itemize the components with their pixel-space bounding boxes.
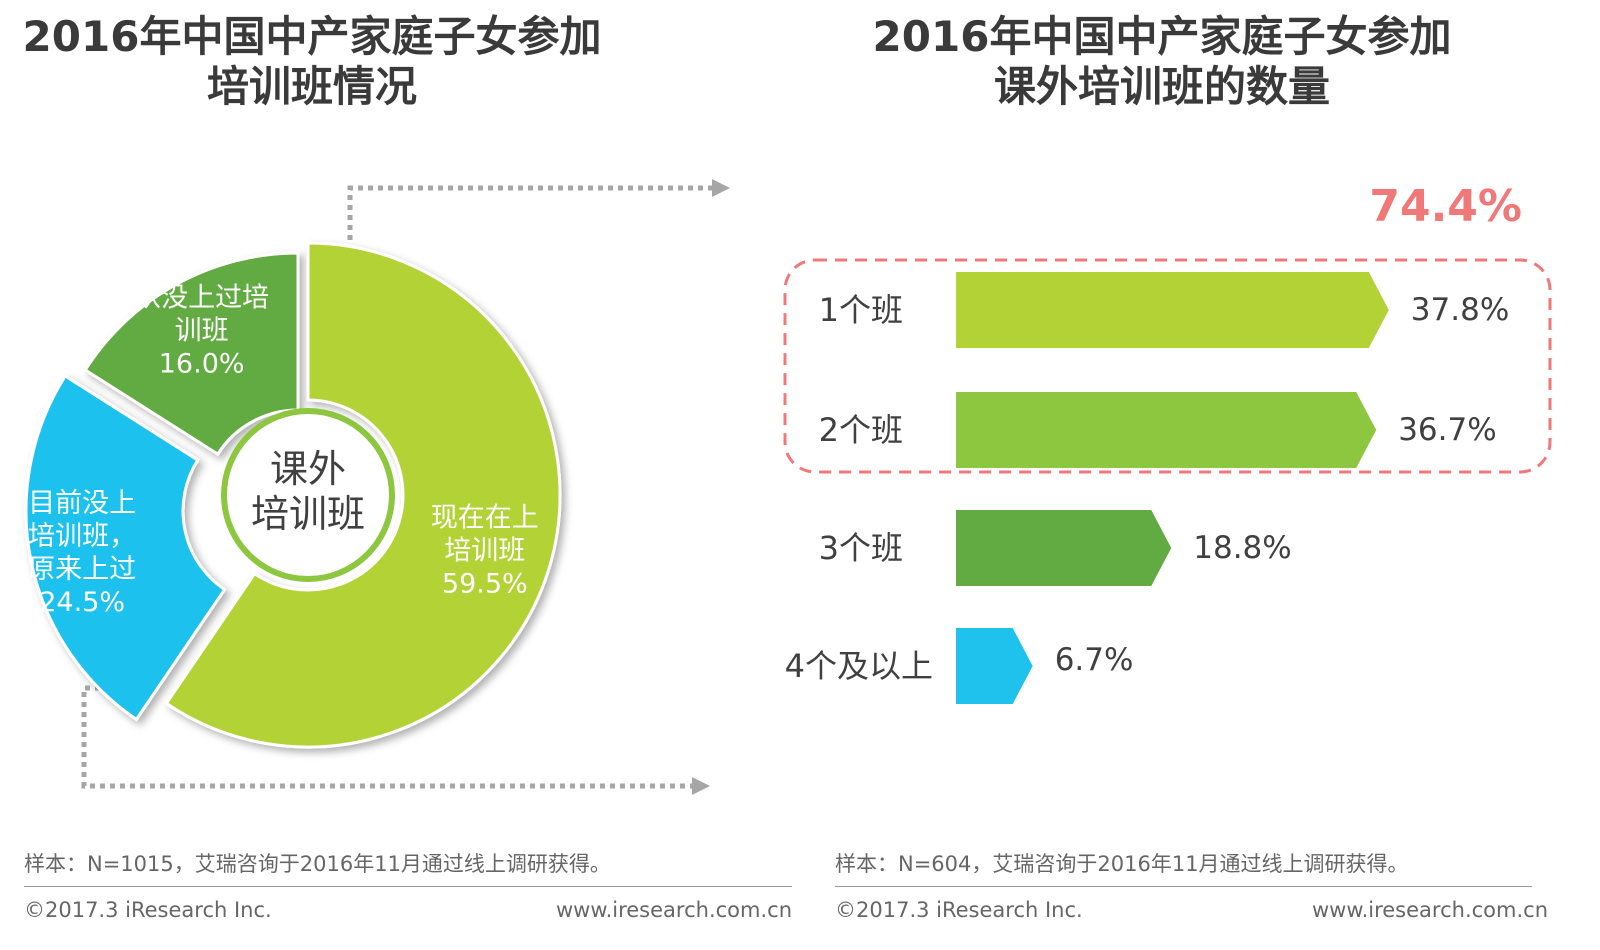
- slice-category-label-1: 培训班，: [28, 521, 136, 552]
- right-footer-divider: [835, 886, 1532, 887]
- donut-slice-2: [83, 251, 300, 457]
- donut-slice-0: [164, 241, 562, 749]
- slice-category-label-1: 原来上过: [28, 554, 136, 585]
- right-sample-note: 样本：N=604，艾瑞咨询于2016年11月通过线上调研获得。: [835, 852, 1409, 876]
- bar-category-label-0: 1个班: [819, 291, 903, 329]
- donut-slice-1: [24, 373, 227, 722]
- left-website: www.iresearch.com.cn: [555, 898, 792, 922]
- bar-value-label-0: 37.8%: [1411, 292, 1509, 328]
- left-chart-title: 2016年中国中产家庭子女参加 培训班情况: [0, 12, 662, 112]
- left-title-line1: 2016年中国中产家庭子女参加: [22, 12, 602, 61]
- right-chart-title: 2016年中国中产家庭子女参加 课外培训班的数量: [812, 12, 1512, 112]
- slice-category-label-1: 目前没上: [28, 488, 136, 519]
- center-ring: [221, 408, 395, 582]
- left-copyright: ©2017.3 iResearch Inc.: [24, 898, 272, 922]
- right-title-line2: 课外培训班的数量: [993, 62, 1330, 111]
- bar-2: [956, 510, 1172, 586]
- bar-value-label-2: 18.8%: [1193, 530, 1291, 566]
- left-sample-note: 样本：N=1015，艾瑞咨询于2016年11月通过线上调研获得。: [24, 852, 611, 876]
- donut-chart: 现在在上培训班59.5%目前没上培训班，原来上过24.5%从没上过培训班16.0…: [24, 179, 730, 795]
- highlight-box: [783, 258, 1552, 474]
- bar-1: [956, 392, 1377, 468]
- bar-category-label-3: 4个及以上: [785, 647, 933, 685]
- center-label-line1: 课外: [270, 447, 346, 491]
- bar-chart: 74.4% 1个班 37.8% 2个班 36.7% 3个班 18.8% 4个及以上 6.7%: [783, 181, 1552, 704]
- bar-3: [956, 628, 1033, 704]
- bar-value-label-1: 36.7%: [1398, 412, 1496, 448]
- bar-category-label-1: 2个班: [819, 411, 903, 449]
- flow-arrowhead-bottom: [692, 777, 710, 795]
- bar-category-label-2: 3个班: [819, 529, 903, 567]
- slice-category-label-0: 现在在上: [431, 502, 539, 533]
- center-label-line2: 培训班: [251, 492, 365, 536]
- slice-category-label-2: 从没上过培: [134, 283, 269, 314]
- highlight-total-label: 74.4%: [1369, 181, 1522, 232]
- flow-arrowhead-top: [712, 179, 730, 197]
- flow-arrow-top: [347, 185, 712, 240]
- left-title-line2: 培训班情况: [206, 62, 417, 111]
- bar-value-label-3: 6.7%: [1055, 642, 1134, 678]
- right-title-line1: 2016年中国中产家庭子女参加: [872, 12, 1452, 61]
- slice-value-label-2: 16.0%: [159, 349, 245, 380]
- right-website: www.iresearch.com.cn: [1311, 898, 1548, 922]
- slice-category-label-0: 培训班: [444, 535, 525, 566]
- bar-0: [956, 272, 1389, 348]
- slice-value-label-0: 59.5%: [442, 568, 528, 599]
- left-footer-divider: [24, 886, 792, 887]
- slice-category-label-2: 训班: [175, 316, 229, 347]
- right-copyright: ©2017.3 iResearch Inc.: [835, 898, 1083, 922]
- slice-value-label-1: 24.5%: [39, 587, 125, 618]
